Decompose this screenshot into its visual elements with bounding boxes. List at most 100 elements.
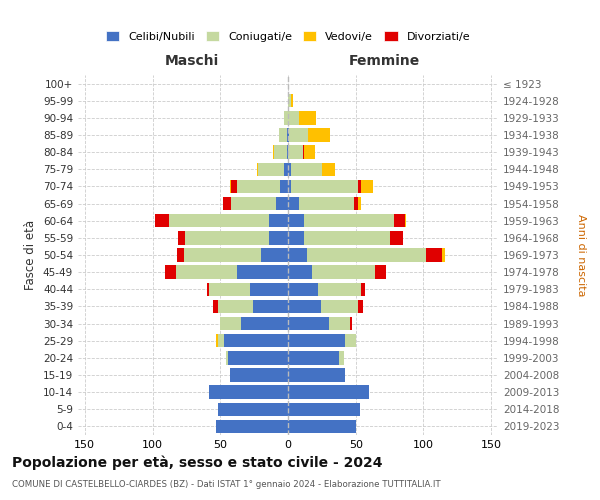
Bar: [288, 162, 291, 176]
Bar: [284, 111, 288, 124]
Bar: [299, 197, 355, 210]
Bar: [288, 231, 304, 244]
Bar: [340, 351, 344, 364]
Bar: [224, 334, 288, 347]
Y-axis label: Fasce di età: Fasce di età: [25, 220, 37, 290]
Bar: [177, 248, 184, 262]
Bar: [216, 420, 288, 433]
Text: Popolazione per età, sesso e stato civile - 2024: Popolazione per età, sesso e stato civil…: [12, 455, 383, 469]
Bar: [207, 282, 209, 296]
Bar: [220, 317, 241, 330]
Bar: [185, 231, 269, 244]
Bar: [155, 214, 169, 228]
Bar: [250, 282, 288, 296]
Bar: [261, 248, 288, 262]
Bar: [345, 334, 356, 347]
Bar: [288, 128, 289, 141]
Bar: [223, 197, 231, 210]
Bar: [218, 300, 253, 313]
Bar: [176, 266, 236, 279]
Bar: [278, 128, 287, 141]
Bar: [241, 317, 288, 330]
Text: COMUNE DI CASTELBELLO-CIARDES (BZ) - Dati ISTAT 1° gennaio 2024 - Elaborazione T: COMUNE DI CASTELBELLO-CIARDES (BZ) - Dat…: [12, 480, 440, 489]
Bar: [274, 146, 287, 159]
Bar: [288, 402, 360, 416]
Bar: [426, 248, 442, 262]
Bar: [230, 180, 231, 193]
Y-axis label: Anni di nascita: Anni di nascita: [576, 214, 586, 296]
Bar: [361, 282, 365, 296]
Bar: [288, 146, 303, 159]
Bar: [288, 386, 369, 399]
Bar: [269, 231, 288, 244]
Bar: [288, 300, 320, 313]
Bar: [313, 266, 375, 279]
Bar: [209, 282, 250, 296]
Bar: [389, 231, 403, 244]
Bar: [169, 214, 269, 228]
Bar: [280, 180, 288, 193]
Bar: [304, 231, 389, 244]
Bar: [178, 231, 185, 244]
Bar: [288, 368, 345, 382]
Bar: [404, 214, 406, 228]
Bar: [299, 111, 316, 124]
Bar: [230, 368, 288, 382]
Bar: [304, 214, 394, 228]
Bar: [273, 146, 274, 159]
Bar: [288, 248, 307, 262]
Bar: [442, 248, 445, 262]
Bar: [329, 317, 350, 330]
Bar: [258, 162, 284, 176]
Bar: [288, 214, 304, 228]
Bar: [288, 94, 291, 108]
Bar: [231, 180, 236, 193]
Bar: [276, 197, 288, 210]
Bar: [231, 197, 276, 210]
Bar: [218, 334, 224, 347]
Bar: [236, 266, 288, 279]
Bar: [318, 282, 361, 296]
Bar: [209, 386, 288, 399]
Bar: [307, 248, 426, 262]
Bar: [288, 420, 356, 433]
Bar: [355, 197, 358, 210]
Text: Femmine: Femmine: [349, 54, 420, 68]
Bar: [358, 180, 361, 193]
Bar: [394, 214, 404, 228]
Bar: [269, 214, 288, 228]
Bar: [287, 146, 288, 159]
Bar: [165, 266, 176, 279]
Bar: [288, 334, 345, 347]
Bar: [322, 162, 335, 176]
Bar: [320, 300, 358, 313]
Bar: [291, 180, 358, 193]
Bar: [289, 128, 308, 141]
Bar: [226, 351, 229, 364]
Legend: Celibi/Nubili, Coniugati/e, Vedovi/e, Divorziati/e: Celibi/Nubili, Coniugati/e, Vedovi/e, Di…: [101, 26, 475, 46]
Bar: [236, 180, 280, 193]
Bar: [257, 162, 258, 176]
Bar: [288, 180, 291, 193]
Bar: [291, 94, 293, 108]
Bar: [288, 197, 299, 210]
Bar: [361, 180, 373, 193]
Bar: [229, 351, 288, 364]
Bar: [287, 128, 288, 141]
Bar: [253, 300, 288, 313]
Bar: [284, 162, 288, 176]
Bar: [288, 266, 313, 279]
Bar: [288, 317, 329, 330]
Bar: [375, 266, 386, 279]
Bar: [216, 334, 218, 347]
Bar: [218, 402, 288, 416]
Bar: [304, 146, 315, 159]
Bar: [214, 300, 218, 313]
Bar: [358, 300, 362, 313]
Bar: [291, 162, 322, 176]
Text: Maschi: Maschi: [164, 54, 218, 68]
Bar: [303, 146, 304, 159]
Bar: [288, 351, 340, 364]
Bar: [288, 111, 299, 124]
Bar: [358, 197, 361, 210]
